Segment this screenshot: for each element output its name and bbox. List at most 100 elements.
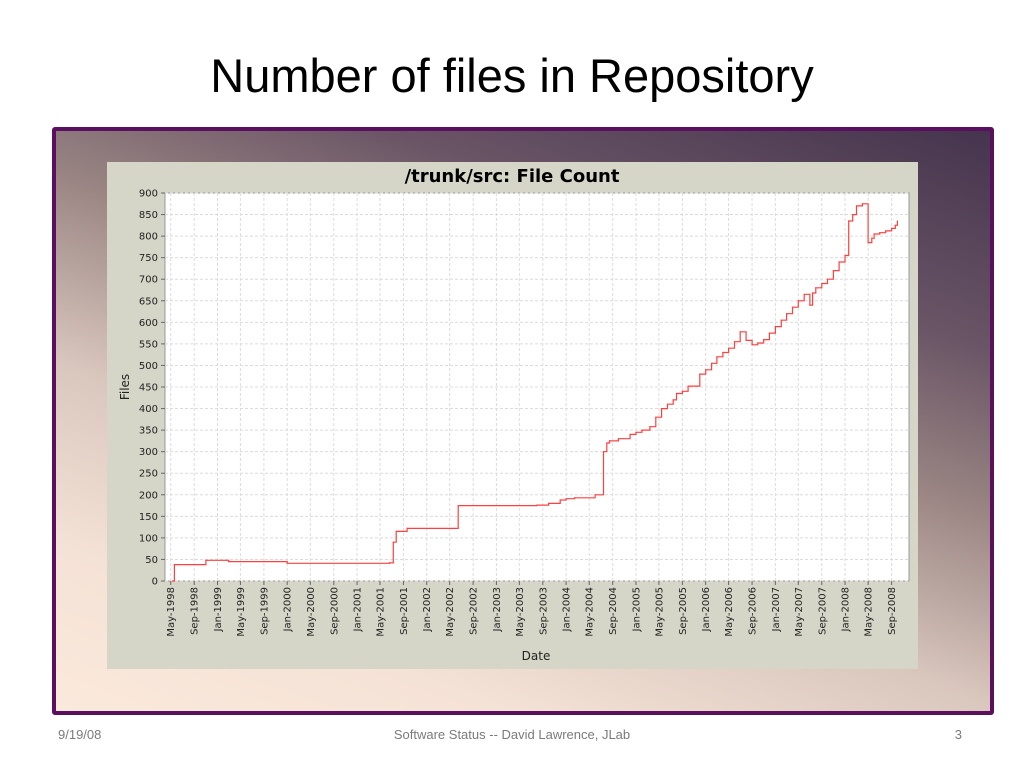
- data-point: [722, 351, 724, 354]
- x-tick-label: May-1999: [236, 587, 247, 637]
- data-point: [885, 230, 887, 232]
- data-point: [606, 442, 608, 444]
- data-point: [871, 237, 873, 239]
- x-tick-label: Jan-2007: [771, 587, 782, 632]
- y-tick-label: 450: [139, 383, 158, 394]
- data-point: [733, 341, 736, 343]
- y-tick-label: 300: [139, 447, 158, 458]
- data-point: [757, 342, 759, 344]
- data-point: [745, 339, 747, 342]
- data-point: [608, 440, 611, 442]
- x-tick-label: Sep-2000: [329, 587, 340, 635]
- data-point: [672, 399, 674, 401]
- data-point: [811, 292, 814, 294]
- x-axis-label: Date: [522, 649, 551, 663]
- y-tick-label: 700: [139, 275, 158, 286]
- x-tick-label: Sep-2001: [399, 587, 410, 635]
- data-point: [786, 313, 788, 315]
- y-tick-label: 600: [139, 318, 158, 329]
- data-point: [666, 403, 669, 405]
- x-tick-label: Sep-2005: [678, 587, 689, 635]
- grid-lines: [165, 192, 909, 582]
- data-point: [629, 433, 631, 436]
- x-tick-label: Sep-1999: [259, 587, 270, 635]
- data-point: [815, 287, 817, 289]
- data-point: [675, 392, 678, 395]
- x-tick-label: May-2003: [515, 587, 526, 637]
- data-point: [879, 232, 881, 234]
- y-tick-label: 550: [139, 339, 158, 350]
- file-count-chart: /trunk/src: File Count 0 50 100 150 200 250 30…: [118, 166, 910, 663]
- data-point: [617, 438, 620, 440]
- data-point: [821, 282, 823, 285]
- y-tick-label: 150: [139, 512, 158, 523]
- y-axis-ticks: 0 50 100 150 200 250 300 350 400 450 500 550 600 650 7…: [139, 189, 165, 588]
- data-point: [710, 362, 713, 364]
- y-axis-label: Files: [118, 374, 132, 400]
- data-point: [536, 504, 538, 506]
- page-number: 3: [954, 727, 962, 742]
- data-point: [228, 561, 230, 563]
- x-tick-label: Jan-2003: [492, 587, 503, 632]
- y-tick-label: 850: [139, 210, 158, 221]
- data-point: [699, 373, 701, 375]
- x-tick-label: Jan-2005: [631, 587, 642, 632]
- data-point: [838, 261, 840, 263]
- footer-date: 9/19/08: [58, 727, 102, 742]
- y-tick-label: 200: [139, 490, 158, 501]
- x-tick-label: May-2001: [375, 587, 386, 637]
- x-tick-label: Jan-2008: [841, 587, 852, 632]
- data-point: [392, 541, 394, 543]
- data-point: [457, 504, 459, 507]
- y-tick-label: 0: [152, 577, 158, 588]
- x-tick-label: Jan-2001: [353, 587, 364, 632]
- data-point: [797, 300, 799, 302]
- data-point: [687, 385, 689, 387]
- y-tick-label: 50: [145, 555, 158, 566]
- x-tick-label: May-1998: [166, 587, 177, 637]
- x-tick-label: May-2007: [794, 587, 805, 637]
- data-point: [855, 205, 858, 207]
- data-point: [655, 416, 657, 418]
- x-tick-label: Jan-2002: [422, 587, 433, 632]
- data-point: [861, 203, 864, 205]
- data-point: [205, 559, 207, 561]
- data-point: [602, 451, 605, 453]
- data-point: [574, 497, 576, 499]
- data-point: [873, 233, 875, 235]
- data-point: [171, 580, 174, 582]
- data-point: [803, 293, 805, 295]
- x-tick-label: May-2002: [445, 587, 456, 637]
- y-tick-label: 900: [139, 189, 158, 200]
- y-tick-label: 400: [139, 404, 158, 415]
- x-tick-label: Sep-2006: [748, 587, 759, 635]
- y-tick-label: 650: [139, 296, 158, 307]
- y-tick-label: 350: [139, 426, 158, 437]
- footer-center: Software Status -- David Lawrence, JLab: [393, 727, 631, 742]
- x-tick-label: May-2006: [724, 587, 735, 637]
- x-axis-ticks: May-1998 Sep-1998 Jan-1999 May-1999 Sep-1999…: [166, 581, 898, 637]
- data-point: [565, 498, 567, 500]
- data-point: [791, 306, 794, 308]
- x-tick-label: Sep-2007: [817, 587, 828, 635]
- series-layer: [171, 203, 898, 582]
- data-point: [395, 530, 397, 533]
- data-point: [774, 326, 776, 328]
- chart-title: /trunk/src: File Count: [405, 166, 620, 187]
- data-point: [780, 319, 782, 321]
- data-point: [809, 304, 811, 306]
- data-point: [406, 527, 408, 530]
- data-point: [716, 356, 718, 358]
- x-tick-label: Jan-2006: [701, 587, 712, 632]
- x-tick-label: May-2005: [654, 587, 665, 637]
- data-point: [894, 224, 896, 226]
- y-tick-label: 800: [139, 232, 158, 243]
- x-tick-label: Sep-2002: [469, 587, 480, 635]
- x-tick-label: May-2000: [306, 587, 317, 637]
- x-tick-label: Sep-2004: [608, 587, 619, 635]
- x-tick-label: May-2004: [585, 587, 596, 637]
- y-tick-label: 750: [139, 253, 158, 264]
- data-point: [660, 407, 663, 410]
- data-point: [867, 241, 869, 244]
- x-tick-label: Jan-1999: [213, 587, 224, 632]
